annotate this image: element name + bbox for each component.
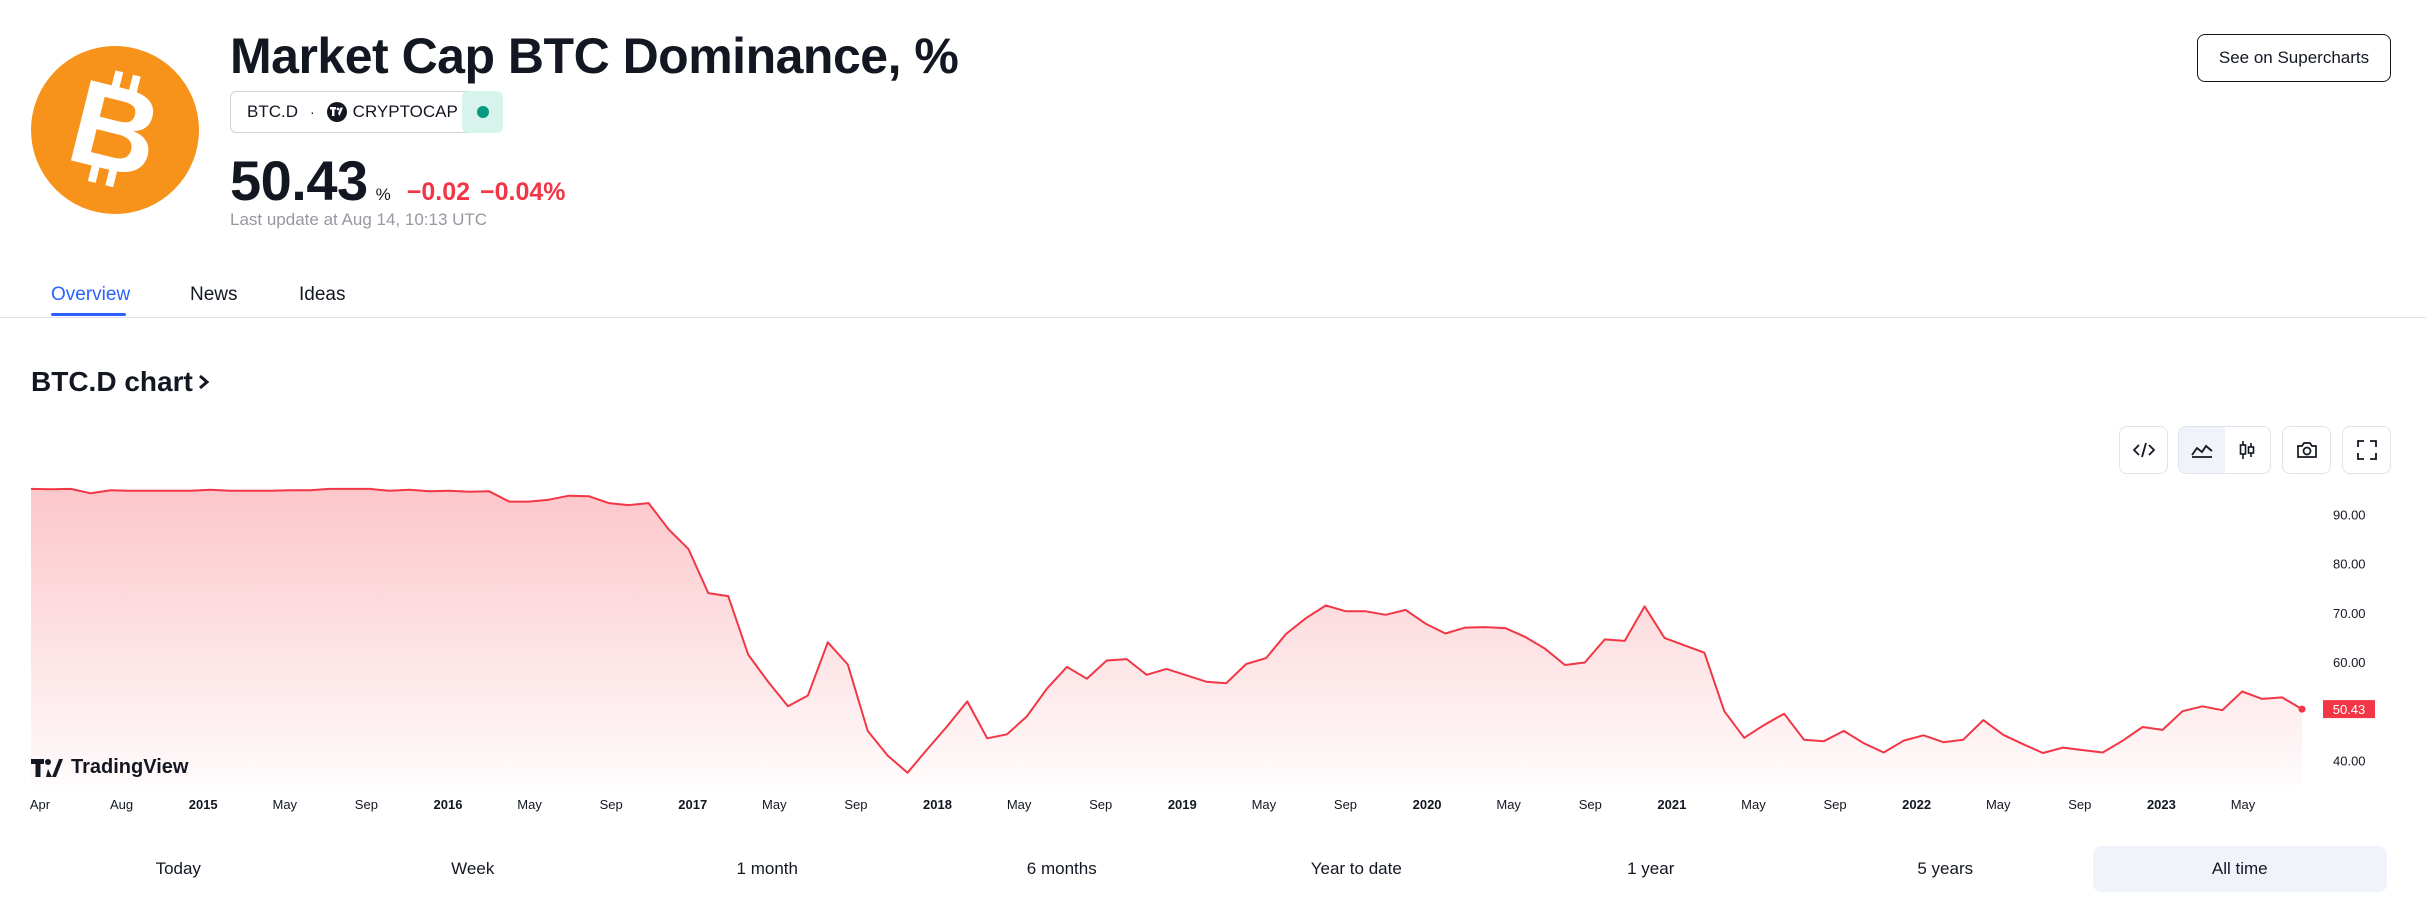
tab-bar: Overview News Ideas — [0, 262, 2426, 318]
see-on-supercharts-button[interactable]: See on Supercharts — [2197, 34, 2391, 82]
x-tick-label: Sep — [2068, 797, 2091, 812]
y-axis: 90.00 80.00 70.00 60.00 50.43 40.00 — [2323, 507, 2375, 768]
range-1-year[interactable]: 1 year — [1627, 859, 1675, 878]
tradingview-label: TradingView — [71, 756, 189, 778]
x-tick-label: Sep — [1089, 797, 1112, 812]
bitcoin-icon: B — [65, 70, 165, 190]
price-unit: % — [375, 185, 391, 204]
x-tick-label: May — [2231, 797, 2256, 812]
tab-news[interactable]: News — [190, 284, 238, 305]
candles-style-button[interactable] — [2225, 427, 2271, 473]
snapshot-button[interactable] — [2282, 426, 2331, 474]
range-today[interactable]: Today — [155, 859, 201, 878]
chart-area-fill — [31, 488, 2302, 785]
tradingview-small-icon — [326, 102, 347, 122]
symbol-label: BTC.D — [247, 102, 298, 121]
exchange[interactable]: CRYPTOCAP — [326, 102, 458, 122]
bitcoin-logo: B — [31, 46, 199, 214]
chart-style-group — [2178, 426, 2271, 474]
x-tick-label: May — [1986, 797, 2011, 812]
chart-heading-link[interactable]: BTC.D chart — [31, 366, 211, 398]
y-tick-label: 60.00 — [2333, 655, 2366, 670]
y-tick-label: 70.00 — [2333, 606, 2366, 621]
x-tick-label: May — [1741, 797, 1766, 812]
x-tick-label: Sep — [1823, 797, 1846, 812]
price-change: −0.02 — [406, 178, 471, 206]
x-tick-label: Sep — [1579, 797, 1602, 812]
x-tick-label: 2019 — [1168, 797, 1197, 812]
tab-ideas[interactable]: Ideas — [299, 284, 346, 305]
page-title: Market Cap BTC Dominance, % — [230, 28, 959, 84]
x-tick-label: May — [517, 797, 542, 812]
area-style-button[interactable] — [2179, 427, 2225, 473]
y-tick-label: 90.00 — [2333, 507, 2366, 522]
x-axis: Apr Aug 2015 May Sep 2016 May Sep 2017 May Sep 2018… — [30, 797, 2256, 812]
area-chart-svg: 90.00 80.00 70.00 60.00 50.43 40.00 Apr Aug 201… — [30, 487, 2375, 812]
x-tick-label: 2018 — [923, 797, 952, 812]
range-year-to-date[interactable]: Year to date — [1310, 859, 1402, 878]
tab-overview[interactable]: Overview — [51, 284, 131, 305]
market-status-badge[interactable] — [462, 91, 503, 133]
x-tick-label: 2015 — [189, 797, 218, 812]
market-open-dot-icon — [476, 106, 489, 118]
last-value-badge — [2323, 700, 2375, 719]
last-value-label: 50.43 — [2333, 702, 2366, 717]
x-tick-label: 2016 — [434, 797, 463, 812]
price-row: 50.43 % −0.02 −0.04% — [230, 148, 566, 213]
range-1-month[interactable]: 1 month — [736, 859, 798, 878]
x-tick-label: Sep — [600, 797, 623, 812]
chevron-right-icon — [198, 374, 210, 390]
last-point-marker — [2298, 705, 2306, 713]
x-tick-label: Apr — [30, 797, 51, 812]
candles-icon — [2239, 441, 2255, 459]
symbol-pill[interactable]: BTC.D · CRYPTOCAP — [230, 91, 479, 133]
fullscreen-icon — [2356, 440, 2377, 460]
x-tick-label: May — [1007, 797, 1032, 812]
x-tick-label: 2023 — [2147, 797, 2176, 812]
x-tick-label: May — [1252, 797, 1277, 812]
x-tick-label: May — [762, 797, 787, 812]
exchange-label: CRYPTOCAP — [352, 102, 458, 121]
last-update-text: Last update at Aug 14, 10:13 UTC — [230, 210, 488, 229]
price-value: 50.43 — [230, 149, 368, 212]
price-change-percent: −0.04% — [480, 178, 566, 206]
range-selector: Today Week 1 month 6 months Year to date… — [31, 846, 2387, 892]
range-week[interactable]: Week — [451, 859, 495, 878]
camera-icon — [2296, 442, 2317, 458]
chart-heading-label: BTC.D chart — [31, 366, 193, 397]
x-tick-label: Sep — [355, 797, 378, 812]
tradingview-brand[interactable]: TradingView — [31, 756, 188, 779]
x-tick-label: Aug — [110, 797, 133, 812]
x-tick-label: 2022 — [1902, 797, 1931, 812]
range-5-years[interactable]: 5 years — [1917, 859, 1974, 878]
x-tick-label: Sep — [844, 797, 867, 812]
x-tick-label: 2021 — [1657, 797, 1686, 812]
separator-dot: · — [310, 104, 315, 120]
tradingview-logo-icon — [31, 758, 63, 777]
embed-code-icon — [2132, 442, 2155, 458]
y-tick-label: 80.00 — [2333, 557, 2366, 572]
range-all-time[interactable]: All time — [2092, 846, 2387, 892]
embed-button[interactable] — [2119, 426, 2168, 474]
y-tick-label: 40.00 — [2333, 753, 2366, 768]
x-tick-label: 2020 — [1413, 797, 1442, 812]
chart-series-line — [30, 487, 2306, 774]
x-tick-label: Sep — [1334, 797, 1357, 812]
active-tab-indicator — [51, 313, 126, 316]
area-fill — [31, 488, 2302, 785]
x-tick-label: 2017 — [678, 797, 707, 812]
x-tick-label: May — [1496, 797, 1521, 812]
fullscreen-button[interactable] — [2342, 426, 2391, 474]
area-chart-icon — [2191, 444, 2213, 458]
range-6-months[interactable]: 6 months — [1026, 859, 1097, 878]
price-chart[interactable]: 90.00 80.00 70.00 60.00 50.43 40.00 Apr Aug 201… — [0, 480, 2426, 820]
series-line — [30, 487, 2303, 774]
x-tick-label: May — [272, 797, 297, 812]
